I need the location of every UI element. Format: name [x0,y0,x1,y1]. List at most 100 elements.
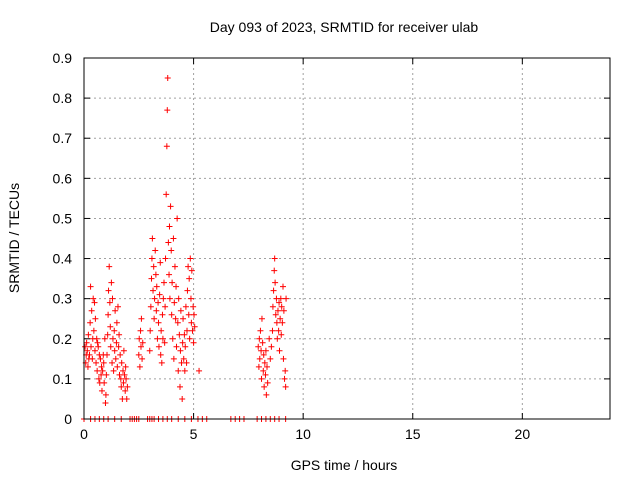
data-point-0-100 [154,335,161,342]
data-point-0-202 [275,327,282,334]
y-tick-label-4: 0.4 [53,251,73,267]
data-point-0-11 [88,343,95,350]
data-point-0-186 [264,363,271,370]
data-point-0-69 [120,367,127,374]
data-point-0-130 [170,355,177,362]
data-point-0-78 [135,351,142,358]
y-tick-label-1: 0.1 [53,371,73,387]
data-point-0-73 [122,387,129,394]
data-point-0-171 [255,363,262,370]
data-point-0-32 [99,367,106,374]
data-point-0-75 [123,375,130,382]
data-point-0-173 [256,355,263,362]
data-point-0-40 [104,351,111,358]
data-point-0-161 [187,295,194,302]
data-point-0-22 [94,367,101,374]
data-point-0-189 [267,355,274,362]
data-point-0-170 [255,343,262,350]
data-point-0-128 [169,335,176,342]
data-point-0-200 [274,335,281,342]
data-point-0-24 [95,343,102,350]
data-point-0-31 [98,387,105,394]
data-point-0-43 [105,287,112,294]
data-point-0-79 [136,335,143,342]
data-point-0-61 [115,343,122,350]
data-point-0-28 [97,355,104,362]
y-tick-label-8: 0.8 [53,90,73,106]
data-point-0-25 [95,375,102,382]
y-axis-label: SRMTID / TECUs [6,183,22,293]
data-point-0-152 [182,303,189,310]
data-point-0-149 [181,331,188,338]
data-point-0-48 [108,279,115,286]
y-tick-label-3: 0.3 [53,291,73,307]
data-point-0-184 [262,347,269,354]
data-point-0-191 [269,327,276,334]
data-point-0-47 [107,343,114,350]
data-point-0-141 [176,383,183,390]
axis-ticks: 0 0.1 0.2 0.3 0.4 0.5 0.6 0.7 0.8 0.9 0 5 10 15 20 [53,50,610,442]
x-axis-label: GPS time / hours [291,457,398,473]
data-point-0-66 [118,383,125,390]
data-point-0-44 [106,263,113,270]
data-point-0-107 [158,327,165,334]
data-point-0-58 [113,319,120,326]
x-tick-label-1: 5 [190,426,198,442]
data-point-0-163 [188,267,195,274]
data-point-0-187 [264,379,271,386]
data-point-0-213 [281,375,288,382]
data-point-0-168 [191,323,198,330]
data-point-0-207 [278,331,285,338]
data-point-0-165 [190,303,197,310]
data-point-0-139 [175,295,182,302]
data-point-0-125 [168,247,175,254]
data-point-0-116 [163,191,170,198]
data-point-0-111 [160,295,167,302]
data-point-0-88 [147,303,154,310]
data-point-0-95 [151,295,158,302]
data-point-0-50 [109,295,116,302]
data-point-0-45 [106,299,113,306]
data-point-0-97 [152,271,159,278]
grid-lines [84,58,610,419]
data-point-0-98 [153,307,160,314]
y-tick-label-2: 0.2 [53,331,73,347]
data-point-0-85 [139,339,146,346]
data-point-0-93 [150,263,157,270]
data-point-0-185 [263,391,270,398]
plot-frame [83,57,611,420]
x-tick-label-0: 0 [80,426,88,442]
data-point-0-164 [189,327,196,334]
data-point-0-77 [124,383,131,390]
data-point-0-142 [177,347,184,354]
data-point-0-122 [166,223,173,230]
data-point-0-6 [85,331,92,338]
y-tick-label-0: 0 [64,411,72,427]
data-point-0-91 [149,235,156,242]
data-point-0-87 [147,327,154,334]
data-point-0-132 [171,263,178,270]
data-point-0-134 [173,283,180,290]
data-point-0-36 [101,335,108,342]
data-point-0-42 [105,311,112,318]
data-point-0-208 [278,303,285,310]
data-point-0-129 [170,235,177,242]
data-point-0-160 [187,255,194,262]
data-point-0-59 [114,363,121,370]
data-point-0-197 [272,311,279,318]
data-point-0-169 [196,367,203,374]
data-point-0-146 [179,339,186,346]
data-point-0-96 [152,247,159,254]
data-point-0-86 [146,347,153,354]
data-point-0-19 [92,315,99,322]
data-point-0-105 [157,259,164,266]
data-point-0-135 [173,343,180,350]
data-point-0-179 [260,367,267,374]
data-point-0-109 [159,311,166,318]
data-point-0-18 [91,347,98,354]
data-point-0-83 [138,315,145,322]
data-point-0-30 [98,363,105,370]
data-point-0-155 [184,287,191,294]
data-point-0-90 [148,255,155,262]
